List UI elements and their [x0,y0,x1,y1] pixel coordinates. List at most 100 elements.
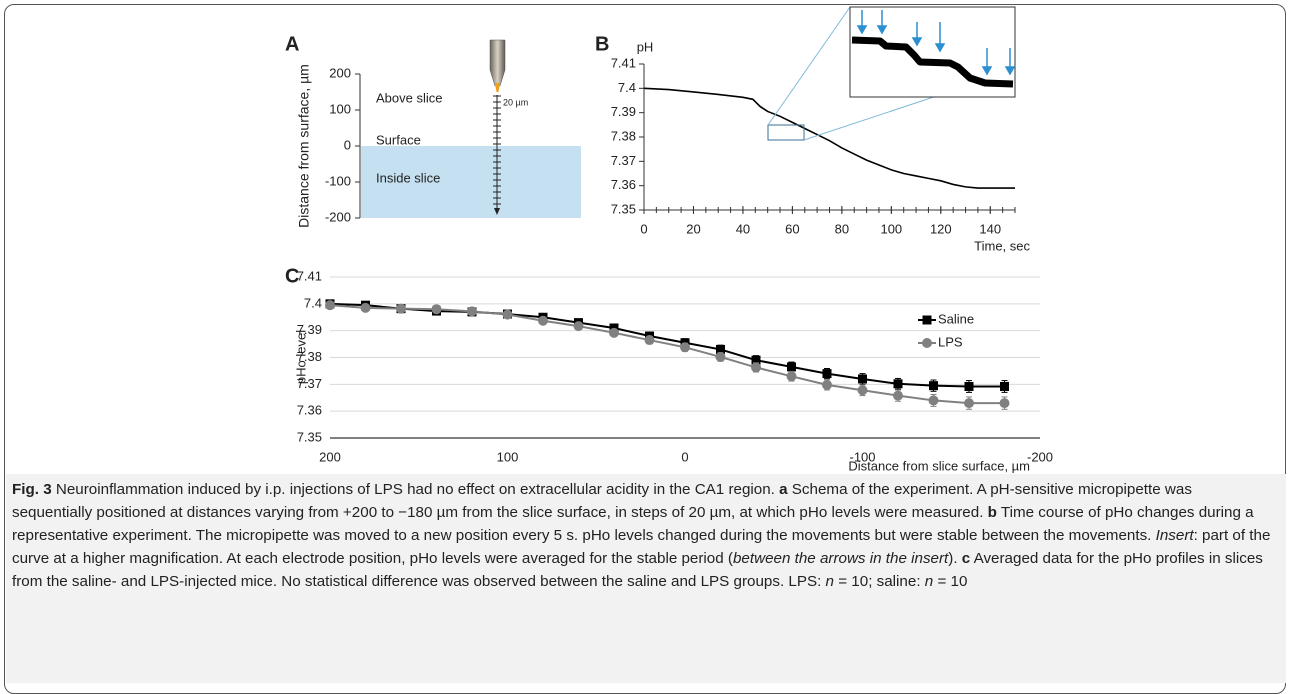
caption-text: ). [948,550,962,567]
y-tick-label: 7.38 [611,128,636,143]
marker [786,371,797,382]
marker [999,398,1010,409]
x-tick-label: 0 [640,221,647,236]
caption-text: Neuroinflammation induced by i.p. inject… [51,481,780,498]
inset-trace [851,36,1014,88]
marker [858,374,867,384]
marker [325,300,335,311]
series-line [643,87,1015,189]
caption-text: n [825,573,834,590]
marker [893,379,903,389]
marker [822,379,832,390]
marker [644,335,655,346]
x-tick-label: 80 [835,221,849,236]
y-tick-label: 7.36 [611,177,636,192]
figure: A 200 100 0 -100 -200 Distance from surface, µ… [285,6,1053,473]
y-tick-label: 7.37 [611,153,636,168]
x-tick-label: 200 [319,449,341,464]
panel-label: C [285,265,299,287]
x-axis-label: Time, sec [974,238,1030,253]
y-tick-label: 7.39 [297,322,322,337]
region-label: Above slice [376,90,442,105]
x-tick-label: -200 [1027,449,1053,464]
legend-marker [922,338,932,348]
caption-text: Schema of the experiment. A pH-sensitive… [12,481,1192,521]
x-tick-label: 100 [497,449,519,464]
x-tick-label: 0 [681,449,688,464]
y-axis-label: pH [637,39,654,54]
marker [928,395,939,406]
marker [538,315,548,326]
marker [964,381,974,391]
inset-arrows [856,10,1016,76]
caption-text: between the arrows in the insert [732,550,949,567]
marker [680,342,690,353]
marker [1000,381,1009,391]
marker [787,362,796,372]
caption-text: a [779,481,788,498]
x-axis-label: Distance from slice surface, µm [848,458,1030,473]
y-tick-label: -200 [325,209,351,224]
y-tick-label: 7.4 [618,80,636,95]
marker [929,381,938,391]
y-tick-label: 200 [329,65,351,80]
series-line [329,304,1005,405]
marker [751,355,761,365]
legend-marker [922,315,932,325]
caption-text: c [961,550,971,567]
zoom-line [767,6,851,126]
panel-label: B [595,33,609,55]
marker [360,302,371,313]
marker [822,369,832,379]
marker [573,321,584,332]
y-tick-label: 0 [344,137,351,152]
y-tick-label: 7.35 [611,201,636,216]
caption-text: Averaged data for the pHo profiles in sl… [12,550,1263,590]
marker [609,327,619,338]
y-tick-label: 7.37 [297,376,322,391]
legend-label: Saline [938,311,974,326]
series-line [329,302,1005,388]
caption-text: : part of the curve at a higher magnific… [12,527,1271,567]
y-tick-label: 7.4 [304,295,322,310]
marker [431,304,442,315]
marker [716,344,725,354]
zoom-box [767,124,805,141]
y-tick-label: -100 [325,173,351,188]
region-label: Inside slice [376,170,440,185]
caption-text: = 10; saline: [834,573,925,590]
pipette [489,39,506,92]
marker [751,362,761,373]
y-tick-label: 7.38 [297,349,322,364]
y-axis-label: pHo level [293,330,308,384]
y-axis-label: Distance from surface, µm [296,64,312,228]
x-tick-label: 140 [979,221,1001,236]
region-label: Surface [376,132,421,147]
x-tick-label: 40 [736,221,750,236]
caption-text: = 10 [933,573,968,590]
marker [502,309,513,320]
x-tick-label: 120 [930,221,952,236]
caption-text: Time course of pHo changes during a repr… [12,504,1254,544]
inset [767,6,1016,141]
y-tick-label: 7.35 [297,429,322,444]
marker [964,398,974,409]
caption: Fig. 3 Neuroinflammation induced by i.p.… [6,474,1286,683]
marker [467,306,477,317]
caption-text: Fig. 3 [12,481,52,498]
y-tick-label: 7.39 [611,104,636,119]
x-tick-label: -100 [849,449,875,464]
y-tick-label: 7.41 [611,55,636,70]
caption-text: Insert [1155,527,1194,544]
x-tick-label: 60 [785,221,799,236]
caption-text: n [924,573,934,590]
y-tick-label: 100 [329,101,351,116]
slice-region [361,146,581,218]
marker [715,351,726,362]
marker [396,303,406,314]
caption-text: b [987,504,997,521]
panel-label: A [285,33,299,55]
y-tick-label: 7.41 [297,268,322,283]
scale-label: 20 µm [503,97,528,107]
x-tick-label: 100 [880,221,902,236]
